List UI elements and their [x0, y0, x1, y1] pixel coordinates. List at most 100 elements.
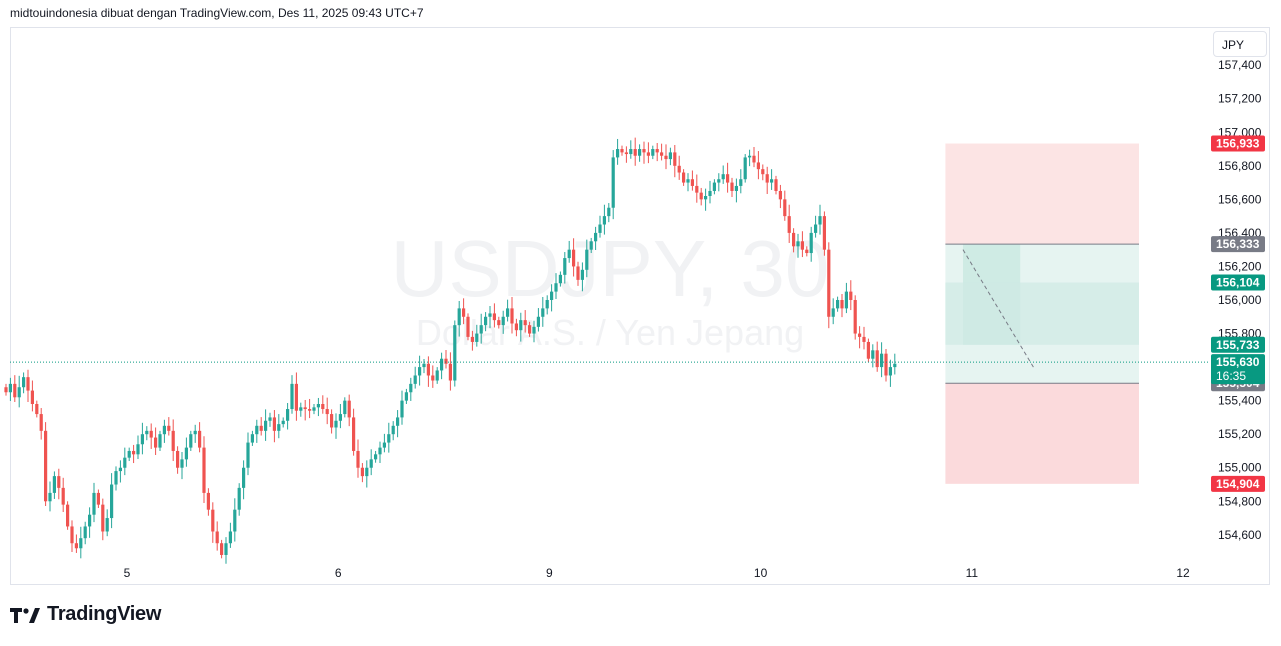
candle-body: [330, 414, 334, 428]
candle-body: [602, 216, 606, 225]
candle-body: [242, 467, 246, 488]
candle-body: [616, 149, 620, 158]
candle-body: [13, 383, 17, 398]
candle-body: [409, 383, 413, 393]
candle-body: [880, 353, 884, 368]
candle-body: [523, 320, 527, 326]
candle-body: [796, 241, 800, 247]
candle-body: [470, 336, 474, 342]
candle-body: [739, 179, 743, 186]
candle-body: [743, 157, 747, 180]
candle-body: [884, 353, 888, 376]
candle-body: [171, 430, 175, 451]
candle-body: [360, 467, 364, 477]
candle-body: [140, 434, 144, 445]
currency-button[interactable]: JPY: [1213, 31, 1267, 57]
candle-body: [774, 179, 778, 191]
stop-loss-zone[interactable]: [945, 143, 1139, 245]
candle-body: [853, 300, 857, 334]
candle-body: [866, 341, 870, 359]
candle-body: [250, 434, 254, 443]
tradingview-logo[interactable]: TradingView: [10, 603, 161, 626]
candle-body: [136, 444, 140, 455]
candle-body: [528, 325, 532, 334]
candle-body: [589, 241, 593, 250]
candle-body: [778, 190, 782, 200]
candle-body: [96, 492, 100, 505]
candle-body: [752, 155, 756, 163]
time-tick-label: 5: [124, 566, 131, 580]
candle-body: [558, 274, 562, 284]
candle-body: [554, 283, 558, 292]
candle-body: [695, 185, 699, 193]
chart-pane[interactable]: [10, 27, 1270, 585]
candle-body: [61, 487, 65, 505]
position-zones[interactable]: [945, 143, 1139, 484]
candle-body: [290, 383, 294, 410]
candle-body: [686, 179, 690, 183]
candle-body: [79, 538, 83, 549]
candle-body: [312, 407, 316, 411]
candle-body: [220, 543, 224, 555]
candle-body: [228, 531, 232, 544]
time-axis[interactable]: 5 6 9 10 11 12: [124, 566, 1190, 580]
price-tick-label: 154,600: [1218, 528, 1262, 542]
candle-body: [563, 258, 567, 275]
candle-body: [875, 350, 879, 368]
candle-body: [30, 390, 34, 404]
candle-body: [413, 375, 417, 384]
candle-body: [224, 543, 228, 555]
candle-body: [497, 320, 501, 326]
candle-body: [682, 172, 686, 183]
candle-body: [462, 308, 466, 317]
candle-body: [770, 179, 774, 183]
candle-body: [668, 152, 672, 160]
candle-body: [180, 459, 184, 468]
lower-risk-zone[interactable]: [945, 383, 1139, 484]
current-price-text: 155,630: [1216, 355, 1260, 369]
candle-body: [365, 467, 369, 477]
candle-body: [440, 358, 444, 371]
candle-body: [633, 149, 637, 156]
candle-body: [167, 425, 171, 431]
candle-body: [748, 155, 752, 158]
candle-body: [316, 404, 320, 408]
candle-body: [664, 155, 668, 160]
candle-body: [57, 476, 61, 488]
candle-body: [642, 149, 646, 153]
candle-body: [268, 417, 272, 421]
candle-body: [92, 492, 96, 515]
candle-body: [347, 400, 351, 418]
tradingview-logo-icon: [10, 605, 41, 625]
price-tick-label: 156,800: [1218, 159, 1262, 173]
watermark-symbol: USDJPY, 30: [391, 224, 830, 313]
candle-body: [756, 162, 760, 170]
candle-body: [264, 420, 268, 431]
candle-body: [396, 417, 400, 426]
candle-body: [466, 316, 470, 337]
candle-body: [374, 454, 378, 460]
candle-body: [734, 185, 738, 191]
candle-body: [572, 249, 576, 267]
price-tick-label: 157,200: [1218, 92, 1262, 106]
candle-body: [783, 199, 787, 217]
candle-body: [448, 363, 452, 381]
candle-body: [506, 308, 510, 317]
price-axis[interactable]: 154,600 154,800 155,000 155,200 155,400 155,6…: [1218, 58, 1262, 542]
time-tick-label: 12: [1176, 566, 1190, 580]
svg-text:156,104: 156,104: [1216, 276, 1260, 290]
candle-body: [580, 269, 584, 280]
candle-body: [281, 420, 285, 425]
trade-path-line: [962, 249, 1034, 368]
candle-body: [888, 367, 892, 376]
candle-body: [237, 487, 241, 510]
candle-body: [708, 190, 712, 196]
candle-body: [488, 313, 492, 317]
candle-body: [52, 476, 56, 493]
price-badge: 154,904: [1211, 475, 1265, 492]
candle-body: [255, 425, 259, 435]
candle-body: [286, 409, 290, 421]
candle-body: [761, 169, 765, 175]
